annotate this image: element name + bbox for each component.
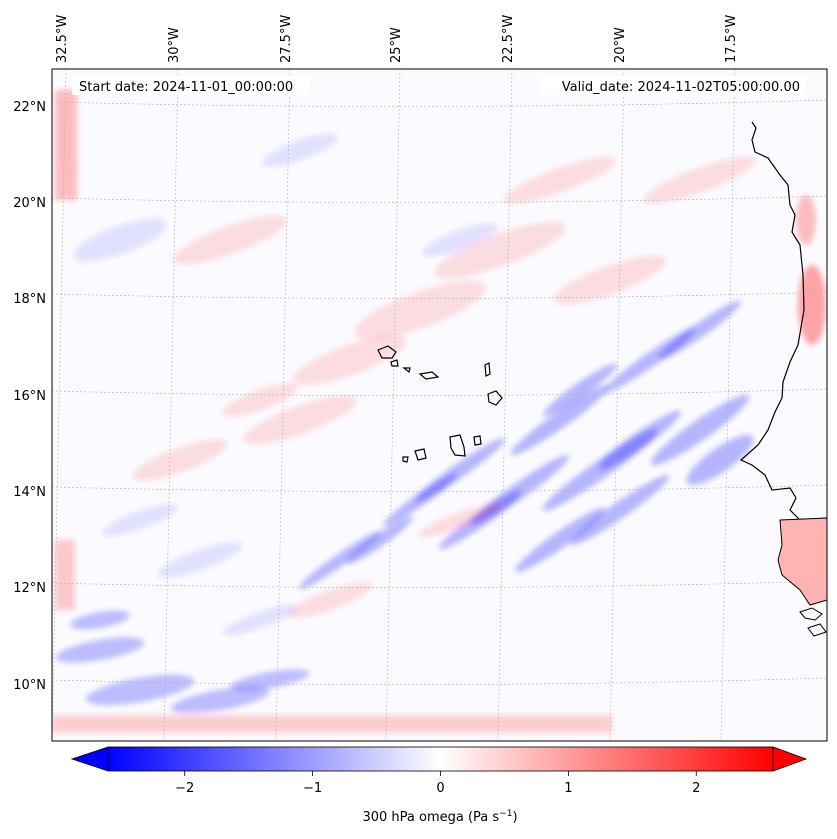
- colorbar-label-close: ): [512, 810, 517, 825]
- omega-blob: [382, 473, 458, 527]
- lon-label: 20°W: [613, 27, 628, 63]
- meridian-line: [497, 69, 513, 741]
- omega-blob: [70, 610, 130, 630]
- valid-date-label: Valid_date: 2024-11-02T05:00:00.00: [562, 80, 800, 95]
- colorbar: −2 −1 0 1 2 300 hPa omega (Pa s−1): [70, 746, 808, 825]
- omega-blob: [798, 265, 826, 345]
- africa-land-fill: [777, 517, 827, 606]
- start-date-label: Start date: 2024-11-01_00:00:00: [79, 80, 293, 95]
- omega-blob: [510, 384, 610, 456]
- parallel-line: [52, 580, 827, 588]
- lon-label: 25°W: [389, 27, 404, 63]
- meridian-line: [720, 69, 736, 741]
- omega-blob: [170, 686, 270, 714]
- omega-blob: [542, 363, 618, 417]
- lat-label: 22°N: [13, 100, 46, 115]
- colorbar-extend-low: [70, 746, 109, 772]
- meridian-line: [385, 69, 401, 741]
- guinea-islands: [799, 607, 827, 637]
- map-frame: [51, 68, 828, 742]
- lon-label: 32.5°W: [55, 15, 70, 63]
- colorbar-ticks: −2 −1 0 1 2: [175, 771, 700, 796]
- omega-blob: [347, 516, 413, 564]
- omega-blob: [553, 255, 667, 305]
- meridian-line: [275, 69, 291, 741]
- colorbar-tick-label: −1: [303, 781, 322, 796]
- omega-blob: [222, 383, 298, 417]
- lat-label: 20°N: [13, 196, 46, 211]
- latitude-labels: 22°N 20°N 18°N 16°N 14°N 12°N 10°N: [13, 100, 46, 693]
- lat-label: 14°N: [13, 485, 46, 500]
- parallel-line: [52, 291, 827, 299]
- omega-blob: [650, 394, 750, 466]
- omega-blob: [102, 503, 178, 537]
- omega-blob: [514, 507, 606, 573]
- colorbar-tick-label: 0: [436, 781, 444, 796]
- lon-label: 22.5°W: [501, 15, 516, 63]
- omega-blob: [686, 435, 754, 485]
- omega-blob: [132, 439, 228, 481]
- omega-blob: [433, 221, 567, 279]
- lon-label: 17.5°W: [724, 15, 739, 63]
- meridian-line: [163, 69, 179, 741]
- omega-blob: [353, 280, 487, 340]
- colorbar-tick-label: 1: [564, 781, 572, 796]
- colorbar-label-main: 300 hPa omega (Pa s: [362, 810, 499, 825]
- meridian-line: [609, 69, 625, 741]
- cape-verde-islands: [377, 345, 503, 463]
- lat-label: 16°N: [13, 389, 46, 404]
- valid-date-box: [540, 76, 806, 95]
- omega-blob: [643, 156, 757, 204]
- omega-band: [52, 715, 612, 733]
- omega-blob: [293, 335, 407, 385]
- lat-label: 10°N: [13, 678, 46, 693]
- parallel-line: [52, 388, 827, 396]
- omega-blob: [658, 300, 742, 360]
- omega-blob: [262, 133, 338, 167]
- colorbar-extend-high: [772, 746, 808, 772]
- parallel-line: [52, 484, 827, 492]
- longitude-labels: 32.5°W 30°W 27.5°W 25°W 22.5°W 20°W 17.5…: [55, 15, 739, 63]
- africa-coastline: [739, 121, 827, 521]
- omega-blob: [503, 156, 617, 204]
- colorbar-label: 300 hPa omega (Pa s−1): [362, 809, 517, 825]
- parallel-line: [52, 677, 827, 685]
- lon-label: 30°W: [167, 27, 182, 63]
- parallel-line: [52, 99, 827, 107]
- lat-label: 12°N: [13, 581, 46, 596]
- colorbar-label-sup: −1: [499, 809, 512, 819]
- omega-blob: [173, 215, 287, 265]
- omega-blob: [243, 395, 357, 445]
- omega-blob: [55, 637, 145, 663]
- parallel-line: [52, 195, 827, 203]
- omega-band: [55, 540, 75, 610]
- omega-blob: [287, 581, 373, 619]
- omega-blob: [298, 530, 382, 590]
- omega-blob: [570, 474, 670, 546]
- omega-field: [52, 90, 826, 733]
- omega-blob: [796, 195, 816, 245]
- omega-blob: [598, 410, 682, 470]
- omega-blob: [417, 502, 503, 538]
- start-date-box: [72, 76, 310, 95]
- omega-blob: [230, 669, 310, 691]
- colorbar-gradient: [107, 746, 774, 772]
- meridian-line: [52, 69, 67, 741]
- lat-label: 18°N: [13, 292, 46, 307]
- omega-blob: [85, 674, 195, 706]
- graticule: [52, 69, 827, 741]
- map-panel: Start date: 2024-11-01_00:00:00 Valid_da…: [51, 68, 828, 742]
- colorbar-tick-label: 2: [692, 781, 700, 796]
- omega-blob: [72, 218, 168, 262]
- lon-label: 27.5°W: [279, 15, 294, 63]
- omega-blob: [222, 604, 298, 636]
- omega-blob: [422, 223, 498, 257]
- omega-band: [55, 90, 77, 200]
- colorbar-tick-label: −2: [175, 781, 194, 796]
- omega-blob: [157, 541, 243, 579]
